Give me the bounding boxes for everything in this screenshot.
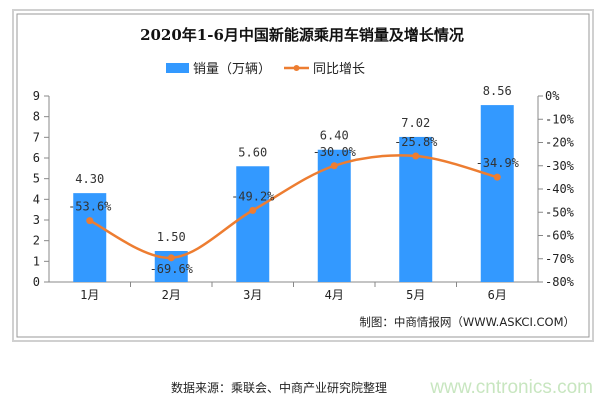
legend: 销量（万辆） 同比增长	[166, 62, 365, 77]
y-tick-label: 6	[33, 151, 40, 165]
growth-data-label: -69.6%	[150, 262, 194, 276]
chart-title: 2020年1-6月中国新能源乘用车销量及增长情况	[140, 26, 464, 44]
data-source: 数据来源：乘联会、中商产业研究院整理	[171, 380, 387, 395]
growth-point	[249, 206, 257, 214]
growth-data-label: -49.2%	[231, 189, 275, 203]
y2-tick-label: -60%	[545, 229, 575, 243]
bar-data-label: 5.60	[238, 145, 267, 159]
x-tick-label: 5月	[406, 288, 425, 302]
growth-line	[89, 154, 498, 260]
watermark: www.cntronics.com	[429, 377, 593, 398]
bar	[73, 193, 107, 282]
y2-tick-label: -10%	[545, 112, 575, 126]
growth-data-label: -34.9%	[476, 156, 520, 170]
bar-data-label: 6.40	[320, 129, 349, 143]
legend-line-marker	[293, 65, 300, 71]
x-tick-label: 3月	[243, 288, 262, 302]
x-tick-label: 2月	[162, 288, 181, 302]
y-tick-label: 1	[33, 254, 40, 268]
bar-data-label: 8.56	[483, 84, 512, 98]
growth-point	[167, 254, 175, 262]
growth-point	[86, 217, 94, 225]
y2-tick-label: -30%	[545, 159, 575, 173]
x-tick-label: 6月	[488, 288, 507, 302]
bar	[236, 166, 270, 282]
x-tick-label: 1月	[80, 288, 99, 302]
growth-point	[412, 152, 420, 160]
x-tick-label: 4月	[325, 288, 344, 302]
y-tick-label: 8	[33, 110, 40, 124]
y-tick-label: 4	[33, 192, 40, 206]
y2-tick-label: -80%	[545, 275, 575, 289]
y2-tick-label: -20%	[545, 136, 575, 150]
y-tick-label: 0	[33, 275, 40, 289]
bar-data-label: 4.30	[75, 172, 104, 186]
y2-tick-label: -70%	[545, 252, 575, 266]
y2-tick-label: -40%	[545, 182, 575, 196]
growth-data-label: -53.6%	[68, 200, 112, 214]
y-tick-label: 9	[33, 89, 40, 103]
legend-bar-swatch	[166, 63, 189, 73]
y-tick-label: 2	[33, 234, 40, 248]
y-tick-label: 3	[33, 213, 40, 227]
bar	[399, 136, 433, 282]
y2-tick-label: -50%	[545, 205, 575, 219]
bar	[480, 105, 514, 283]
y-tick-label: 5	[33, 172, 40, 186]
y2-tick-label: 0%	[545, 89, 560, 103]
growth-point	[330, 162, 338, 170]
bar-data-label: 1.50	[157, 230, 186, 244]
y-tick-label: 7	[33, 130, 40, 144]
legend-line-label: 同比增长	[313, 62, 365, 77]
growth-data-label: -30.0%	[313, 145, 357, 159]
bar-data-label: 7.02	[401, 116, 430, 130]
growth-data-label: -25.8%	[394, 135, 438, 149]
growth-point	[493, 173, 501, 181]
bar	[317, 149, 351, 282]
legend-bar-label: 销量（万辆）	[193, 62, 271, 77]
chart-credit: 制图：中商情报网（WWW.ASKCI.COM）	[359, 315, 575, 329]
